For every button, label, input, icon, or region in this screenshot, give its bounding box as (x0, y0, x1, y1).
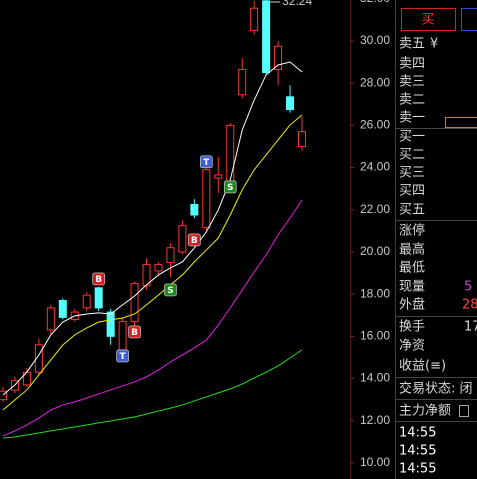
stat-label: 收益(≡) (399, 359, 446, 374)
candle-body (214, 174, 223, 179)
candle-body (298, 131, 306, 147)
book-label: 买二 (399, 148, 425, 163)
candle-body (202, 169, 211, 229)
volume-now: 5 (464, 280, 472, 295)
candle-body (106, 311, 115, 337)
trade-status: 交易状态: 闭 (399, 381, 473, 397)
signal-label: B (95, 275, 102, 285)
currency: ¥ (430, 37, 438, 52)
book-label: 卖四 (399, 57, 425, 72)
y-tick-label: 10.00 (360, 455, 390, 469)
y-tick-label: 18.00 (360, 286, 390, 300)
signal-label: B (191, 236, 198, 246)
candle-body (142, 264, 151, 287)
book-label: 卖一 (399, 111, 425, 126)
signal-badge (188, 233, 201, 247)
sell-button[interactable] (461, 8, 477, 31)
book-label: 买一 (399, 130, 425, 145)
y-tick-label: 30.00 (360, 33, 390, 47)
y-tick-label: 32.00 (360, 0, 390, 5)
buy-button[interactable] (401, 8, 456, 31)
signal-badge (116, 349, 129, 363)
ma-line (2, 199, 303, 437)
stat-label: 外盘 (399, 297, 425, 313)
bid-bar (445, 117, 477, 128)
ma-line (2, 349, 303, 439)
candle-body (262, 0, 271, 74)
turnover: 17 (464, 320, 477, 335)
max-label: 32.24 (282, 0, 312, 8)
buy-label: 买 (421, 13, 434, 28)
candle-body (118, 321, 127, 351)
candle-body (154, 264, 163, 272)
candle-body (274, 45, 283, 70)
y-tick-label: 14.00 (360, 371, 390, 385)
y-tick-label: 22.00 (360, 202, 390, 216)
candle-body (58, 299, 67, 318)
candle-body (166, 247, 175, 264)
candle-body (178, 225, 187, 253)
candle-body (94, 287, 103, 309)
candle-body (238, 68, 247, 96)
trade-time: 14:55 (399, 462, 436, 477)
candle-body (286, 96, 295, 111)
book-label: 买四 (399, 184, 425, 199)
stat-label: 现量 (399, 280, 425, 295)
book-label: 卖五 (399, 37, 425, 52)
stat-label: 最高 (399, 242, 425, 258)
candle-body (0, 390, 7, 401)
ma-line (2, 114, 303, 411)
stat-label: 涨停 (399, 223, 425, 239)
book-label: 买三 (399, 166, 425, 181)
y-tick-label: 24.00 (360, 160, 390, 174)
y-tick-label: 28.00 (360, 75, 390, 89)
trade-time: 14:55 (399, 444, 436, 459)
signal-badge (92, 272, 105, 286)
stat-label: 最低 (399, 261, 425, 276)
chart: 10.00 12.00 14.00 16.00 18.00 20.00 22.00 24.00… (0, 0, 390, 469)
signal-label: T (120, 352, 127, 362)
signal-label: B (131, 328, 138, 338)
candle-body (34, 344, 43, 373)
signal-label: S (227, 183, 233, 193)
y-tick-label: 20.00 (360, 244, 390, 258)
side-panel: 买 ¥ 5 28 17 交易状态: 闭 主力净额 卖五卖四卖三卖二卖一买一买二买… (396, 8, 477, 477)
outer-volume: 28 (462, 298, 477, 313)
main-net: 主力净额 (399, 404, 451, 419)
candle-body (130, 283, 139, 323)
candle-body (82, 294, 91, 309)
ma-line (2, 61, 303, 396)
stat-label: 换手 (399, 320, 425, 335)
candle-body (250, 7, 259, 31)
signal-label: S (167, 286, 173, 296)
y-tick-label: 12.00 (360, 413, 390, 427)
candle-body (46, 307, 55, 331)
signal-badge (200, 155, 213, 169)
signal-label: T (203, 158, 210, 168)
book-label: 卖三 (399, 75, 425, 90)
y-tick-label: 26.00 (360, 118, 390, 132)
candle-body (226, 124, 235, 185)
signal-badge (223, 180, 237, 194)
candle-body (190, 203, 199, 216)
trade-time: 14:55 (399, 426, 436, 441)
stat-label: 净资 (399, 339, 425, 354)
signal-badge (164, 283, 177, 297)
y-tick-label: 16.00 (360, 329, 390, 343)
signal-badge (128, 325, 141, 339)
book-label: 买五 (399, 203, 425, 218)
menu-icon[interactable] (459, 405, 469, 417)
book-label: 卖二 (399, 93, 425, 108)
